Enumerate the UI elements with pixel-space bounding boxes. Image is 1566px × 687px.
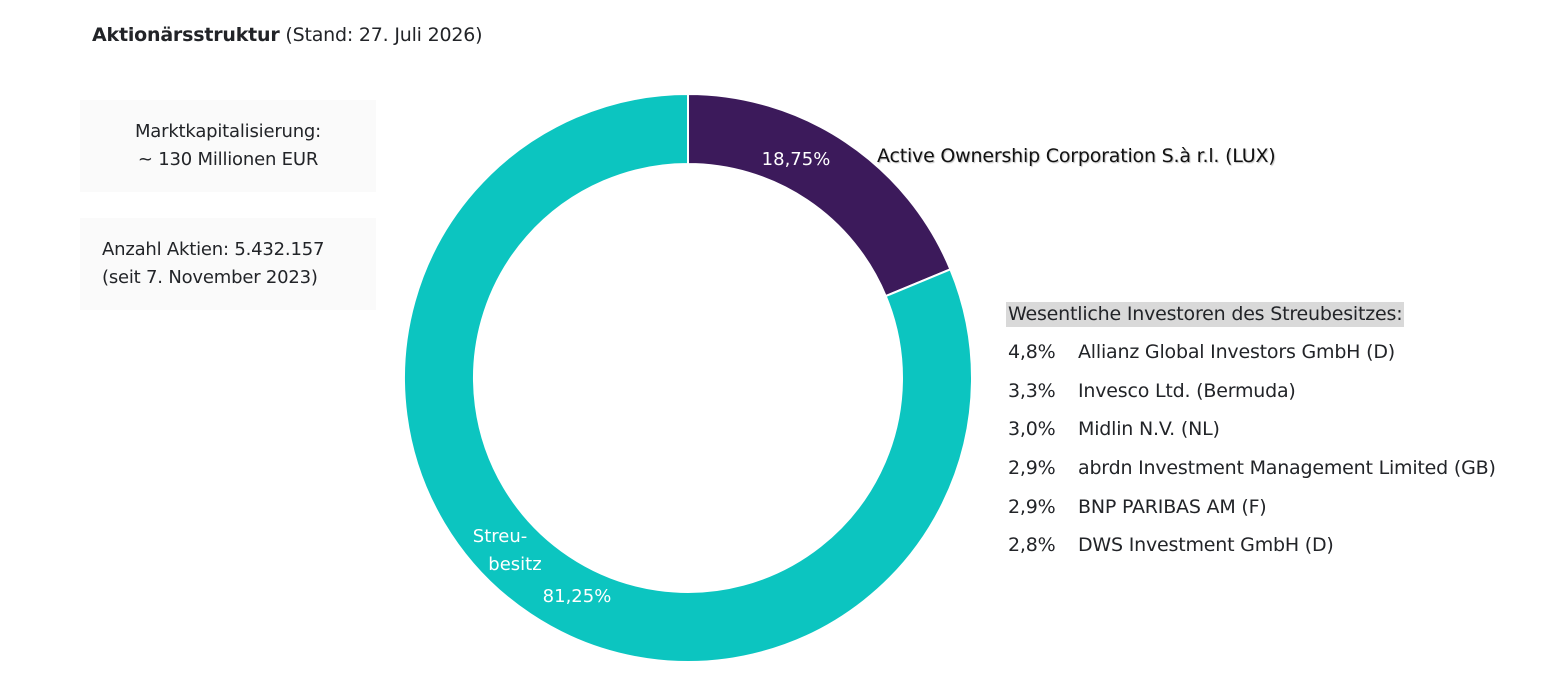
investor-row: 2,9% abrdn Investment Management Limited… [1006, 449, 1562, 488]
investor-row: 3,3% Invesco Ltd. (Bermuda) [1006, 372, 1562, 411]
market-cap-box: Marktkapitalisierung: ~ 130 Millionen EU… [80, 100, 376, 192]
donut-slice-active-ownership [687, 92, 952, 298]
investor-share: 3,0% [1008, 418, 1056, 441]
slice-value-label-active-ownership: 18,75% [762, 149, 831, 170]
investor-name: abrdn Investment Management Limited (GB) [1078, 457, 1496, 480]
title-main: Aktionärsstruktur [92, 24, 280, 46]
slice-value-label-streubesitz: 81,25% [543, 586, 612, 607]
investor-row: 4,8% Allianz Global Investors GmbH (D) [1006, 333, 1562, 372]
investor-share: 2,9% [1008, 457, 1056, 480]
shares-box: Anzahl Aktien: 5.432.157 (seit 7. Novemb… [80, 218, 376, 310]
slice-name-label-streubesitz: Streu- [473, 526, 527, 547]
investor-share: 4,8% [1008, 341, 1056, 364]
investor-name: Allianz Global Investors GmbH (D) [1078, 341, 1395, 364]
legend-label-active-ownership: Active Ownership Corporation S.à r.l. (L… [877, 145, 1276, 167]
title-date: (Stand: 27. Juli 2026) [285, 24, 483, 46]
market-cap-label: Marktkapitalisierung: [134, 121, 322, 142]
investor-name: DWS Investment GmbH (D) [1078, 534, 1334, 557]
investors-heading: Wesentliche Investoren des Streubesitzes… [1006, 302, 1405, 327]
donut-slice-streubesitz [403, 92, 973, 663]
investor-name: Invesco Ltd. (Bermuda) [1078, 379, 1296, 402]
investor-share: 2,9% [1008, 495, 1056, 518]
shares-count: Anzahl Aktien: 5.432.157 [102, 239, 325, 260]
investor-share: 2,8% [1008, 534, 1056, 557]
investor-row: 2,8% DWS Investment GmbH (D) [1006, 526, 1562, 565]
investor-row: 3,0% Midlin N.V. (NL) [1006, 410, 1562, 449]
investors-list: Wesentliche Investoren des Streubesitzes… [1006, 302, 1562, 565]
page-title: Aktionärsstruktur (Stand: 27. Juli 2026) [92, 24, 483, 46]
slice-name-label-streubesitz: besitz [488, 554, 541, 575]
investor-share: 3,3% [1008, 379, 1056, 402]
investor-name: Midlin N.V. (NL) [1078, 418, 1220, 441]
shares-since: (seit 7. November 2023) [102, 267, 318, 288]
investor-row: 2,9% BNP PARIBAS AM (F) [1006, 487, 1562, 526]
market-cap-value: ~ 130 Millionen EUR [137, 149, 319, 170]
investor-name: BNP PARIBAS AM (F) [1078, 495, 1267, 518]
